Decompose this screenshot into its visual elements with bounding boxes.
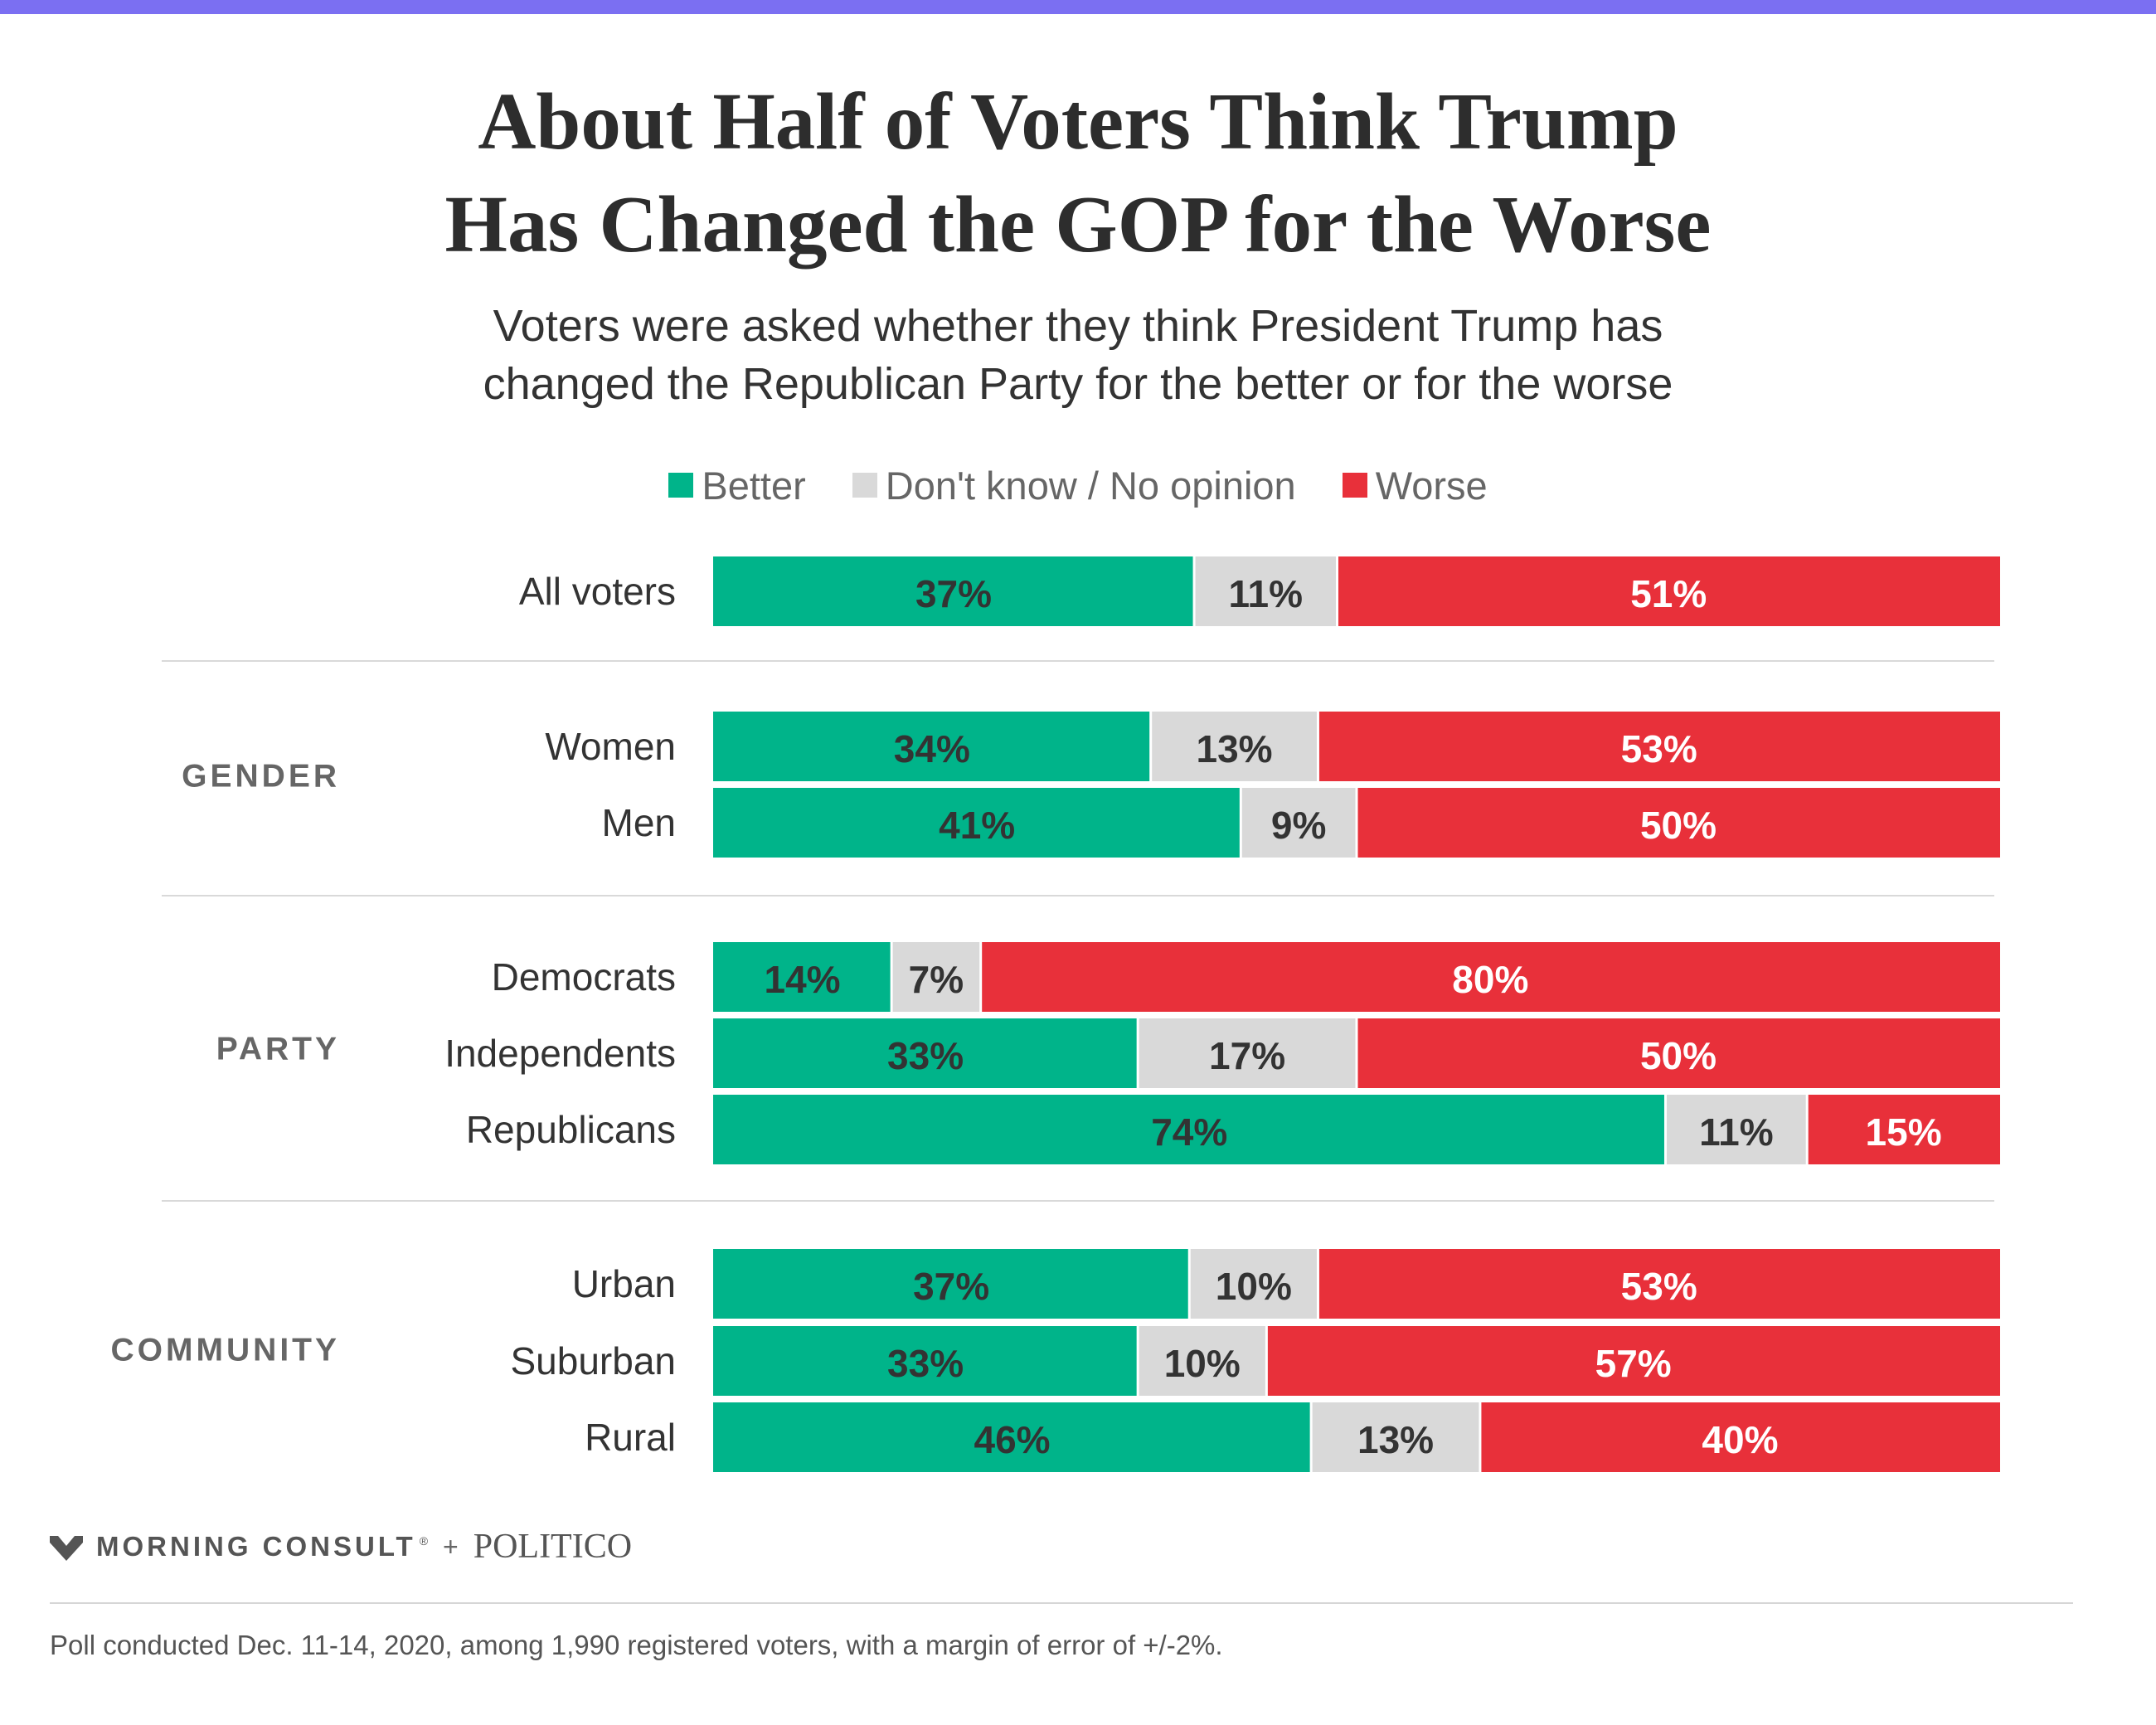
bar-segment-better-republicans <box>713 1095 1666 1164</box>
data-label-better-suburban: 33% <box>887 1342 964 1385</box>
bar-segment-worse-women <box>1318 712 2000 781</box>
row-label-republicans: Republicans <box>466 1108 676 1151</box>
row-label-rural: Rural <box>585 1416 676 1459</box>
bar-segment-don-t-know-no-opinion-independents <box>1138 1018 1357 1088</box>
data-label-better-republicans: 74% <box>1151 1110 1227 1154</box>
legend-swatch-better <box>668 473 694 498</box>
data-label-don-t-know-no-opinion-democrats: 7% <box>909 958 964 1001</box>
legend-item-better: Better <box>668 463 806 508</box>
group-label-gender: GENDER <box>182 759 340 794</box>
bar-segment-don-t-know-no-opinion-men <box>1241 788 1357 858</box>
top-accent-band <box>0 0 2156 14</box>
data-label-worse-men: 50% <box>1640 804 1717 847</box>
data-label-worse-independents: 50% <box>1640 1034 1717 1077</box>
data-label-don-t-know-no-opinion-urban: 10% <box>1216 1265 1292 1308</box>
data-label-don-t-know-no-opinion-republicans: 11% <box>1699 1110 1774 1154</box>
bar-segment-don-t-know-no-opinion-women <box>1150 712 1318 781</box>
footnote: Poll conducted Dec. 11-14, 2020, among 1… <box>50 1630 1223 1660</box>
politico-wordmark: POLITICO <box>473 1528 633 1566</box>
group-label-community: COMMUNITY <box>111 1333 340 1368</box>
legend-label-better: Better <box>702 463 806 508</box>
bar-segment-better-rural <box>713 1402 1312 1472</box>
legend-label-dont-know: Don't know / No opinion <box>885 463 1296 508</box>
bar-segment-better-women <box>713 712 1151 781</box>
data-label-worse-all-voters: 51% <box>1630 572 1707 615</box>
legend-item-worse: Worse <box>1342 463 1488 508</box>
bar-segment-better-all-voters <box>713 556 1195 626</box>
chart-subtitle-line-2: changed the Republican Party for the bet… <box>483 359 1673 409</box>
bar-segment-better-suburban <box>713 1326 1139 1396</box>
legend-label-worse: Worse <box>1375 463 1488 508</box>
bar-segment-better-urban <box>713 1249 1190 1319</box>
bar-segment-better-men <box>713 788 1241 858</box>
brand-footer: MORNING CONSULT ® + POLITICO <box>50 1526 632 1567</box>
data-label-better-women: 34% <box>894 727 970 770</box>
bar-segment-better-independents <box>713 1018 1139 1088</box>
bar-segment-worse-all-voters <box>1337 556 2000 626</box>
row-label-independents: Independents <box>444 1032 676 1075</box>
row-label-women: Women <box>545 725 676 768</box>
data-label-worse-democrats: 80% <box>1452 958 1528 1001</box>
chart-title: About Half of Voters Think Trump Has Cha… <box>0 70 2156 276</box>
bar-segment-better-democrats <box>713 942 892 1012</box>
morning-consult-logo-icon <box>50 1536 83 1561</box>
chart-subtitle: Voters were asked whether they think Pre… <box>0 297 2156 413</box>
data-label-better-urban: 37% <box>913 1265 989 1308</box>
group-label-party: PARTY <box>216 1032 340 1067</box>
bar-segment-worse-republicans <box>1807 1095 2000 1164</box>
brand-plus-sign: + <box>443 1531 459 1562</box>
bar-segment-worse-suburban <box>1266 1326 2000 1396</box>
data-label-worse-suburban: 57% <box>1595 1342 1672 1385</box>
row-label-democrats: Democrats <box>492 955 676 999</box>
data-label-worse-rural: 40% <box>1702 1418 1778 1461</box>
chart-subtitle-line-1: Voters were asked whether they think Pre… <box>493 301 1663 351</box>
bar-segment-worse-men <box>1357 788 2000 858</box>
data-label-don-t-know-no-opinion-independents: 17% <box>1209 1034 1285 1077</box>
data-label-don-t-know-no-opinion-suburban: 10% <box>1164 1342 1241 1385</box>
bar-segment-don-t-know-no-opinion-rural <box>1311 1402 1480 1472</box>
data-label-don-t-know-no-opinion-all-voters: 11% <box>1228 572 1303 615</box>
row-label-men: Men <box>602 801 676 844</box>
bar-segment-worse-rural <box>1479 1402 2000 1472</box>
bar-segment-worse-independents <box>1357 1018 2000 1088</box>
morning-consult-wordmark: MORNING CONSULT <box>96 1531 416 1562</box>
data-label-better-rural: 46% <box>974 1418 1051 1461</box>
data-label-worse-republicans: 15% <box>1866 1110 1942 1154</box>
bar-segment-don-t-know-no-opinion-all-voters <box>1194 556 1338 626</box>
legend-swatch-dont-know <box>852 473 877 498</box>
bar-segment-don-t-know-no-opinion-democrats <box>891 942 981 1012</box>
legend-item-dont-know: Don't know / No opinion <box>852 463 1296 508</box>
data-label-better-democrats: 14% <box>765 958 841 1001</box>
row-label-suburban: Suburban <box>511 1339 677 1382</box>
chart-title-line-1: About Half of Voters Think Trump <box>478 77 1678 166</box>
data-label-don-t-know-no-opinion-men: 9% <box>1271 804 1326 847</box>
data-label-better-independents: 33% <box>887 1034 964 1077</box>
data-label-don-t-know-no-opinion-rural: 13% <box>1357 1418 1434 1461</box>
data-label-worse-urban: 53% <box>1621 1265 1697 1308</box>
bar-segment-don-t-know-no-opinion-urban <box>1189 1249 1318 1319</box>
footer-divider <box>50 1602 2073 1604</box>
bar-segment-don-t-know-no-opinion-suburban <box>1138 1326 1267 1396</box>
row-label-all-voters: All voters <box>519 570 676 613</box>
data-label-worse-women: 53% <box>1621 727 1697 770</box>
bar-segment-worse-urban <box>1318 1249 2000 1319</box>
bar-segment-don-t-know-no-opinion-republicans <box>1665 1095 1808 1164</box>
data-label-don-t-know-no-opinion-women: 13% <box>1197 727 1273 770</box>
chart-title-line-2: Has Changed the GOP for the Worse <box>444 180 1712 269</box>
chart-legend: Better Don't know / No opinion Worse <box>0 456 2156 514</box>
trademark-mark: ® <box>419 1534 429 1548</box>
bar-segment-worse-democrats <box>980 942 2000 1012</box>
legend-swatch-worse <box>1342 473 1367 498</box>
row-label-urban: Urban <box>572 1262 676 1305</box>
data-label-better-men: 41% <box>939 804 1015 847</box>
data-label-better-all-voters: 37% <box>915 572 992 615</box>
